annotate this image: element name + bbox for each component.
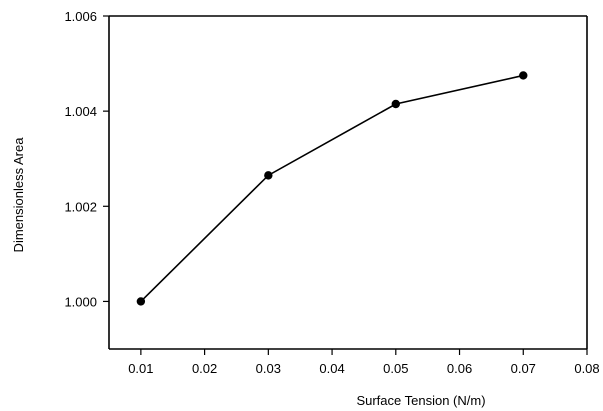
y-tick-label: 1.000 bbox=[64, 294, 97, 309]
axes bbox=[108, 15, 588, 350]
y-axis-title: Dimensionless Area bbox=[11, 137, 26, 253]
series bbox=[136, 71, 528, 306]
x-tick-label: 0.01 bbox=[128, 361, 153, 376]
x-axis-title: Surface Tension (N/m) bbox=[356, 393, 485, 408]
ticks: 0.01 0.02 0.03 0.04 0.05 0.06 0.07 0.08 1.000 1.0… bbox=[64, 9, 599, 376]
data-point bbox=[391, 99, 400, 109]
data-point bbox=[136, 297, 146, 306]
series-line bbox=[140, 74, 524, 302]
data-point bbox=[519, 71, 528, 80]
x-tick-label: 0.03 bbox=[256, 361, 281, 376]
y-tick-label: 1.006 bbox=[64, 9, 97, 24]
data-point bbox=[264, 171, 273, 180]
x-tick-label: 0.05 bbox=[383, 361, 408, 376]
y-tick-label: 1.002 bbox=[64, 199, 97, 214]
x-tick-label: 0.07 bbox=[511, 361, 536, 376]
x-tick-label: 0.06 bbox=[447, 361, 472, 376]
y-tick-label: 1.004 bbox=[64, 104, 97, 119]
x-tick-label: 0.08 bbox=[574, 361, 599, 376]
x-tick-label: 0.02 bbox=[192, 361, 217, 376]
x-tick-label: 0.04 bbox=[319, 361, 344, 376]
